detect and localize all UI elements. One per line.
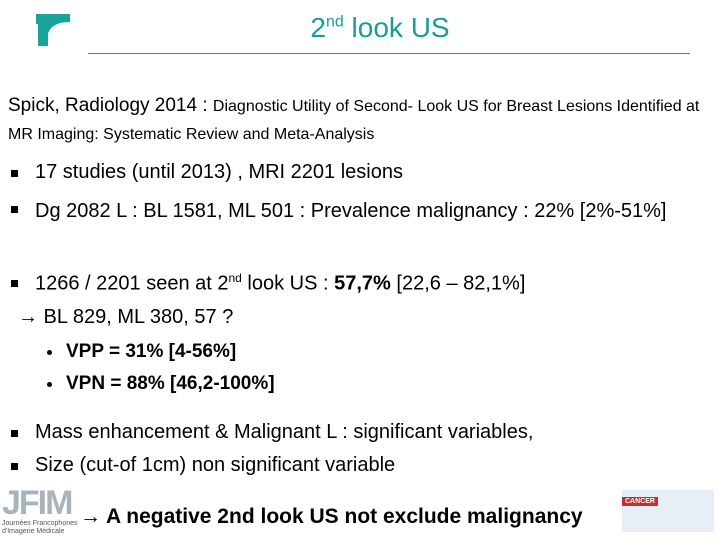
text: [22,6 – 82,1%] [390, 272, 526, 295]
text: 1266 / 2201 seen at 2 [35, 272, 229, 295]
logo-mark [36, 14, 70, 46]
bullet: Mass enhancement & Malignant L : signifi… [10, 421, 534, 443]
text: look US : [241, 272, 335, 295]
arrow-line: → BL 829, ML 380, 57 ? [18, 306, 234, 328]
title-text: 2 [310, 12, 326, 43]
ref-lead: Spick, Radiology 2014 : [8, 95, 213, 116]
reference: Spick, Radiology 2014 : Diagnostic Utili… [8, 92, 708, 148]
sub-bullet: VPP = 31% [4-56%] [46, 341, 237, 362]
rule [88, 53, 690, 54]
logo-left: JFIM Journées Francophones d'Imagerie Mé… [2, 486, 80, 536]
bullet: Dg 2082 L : BL 1581, ML 501 : Prevalence… [11, 197, 695, 225]
bold: 57,7% [334, 272, 391, 295]
logo-subtext: Journées Francophones d'Imagerie Médical… [2, 520, 78, 535]
title-text: look US [343, 12, 450, 43]
title-sup: nd [325, 13, 344, 31]
bullet: 1266 / 2201 seen at 2nd look US : 57,7% … [10, 271, 526, 296]
bullet: 17 studies (until 2013) , MRI 2201 lesio… [11, 161, 403, 183]
conclusion: → A negative 2nd look US not exclude mal… [80, 505, 583, 528]
title: 2nd look US [0, 12, 720, 44]
sup: nd [228, 271, 242, 285]
sub-bullet: VPN = 88% [46,2-100%] [47, 373, 275, 394]
ref-detail: Diagnostic Utility of Second- Look US fo… [8, 98, 700, 143]
bullet: Size (cut-of 1cm) non significant variab… [10, 454, 396, 476]
logo-text: CANCER [622, 497, 658, 506]
logo-right: CANCER [622, 490, 714, 532]
logo-text: JFIM [2, 484, 73, 522]
